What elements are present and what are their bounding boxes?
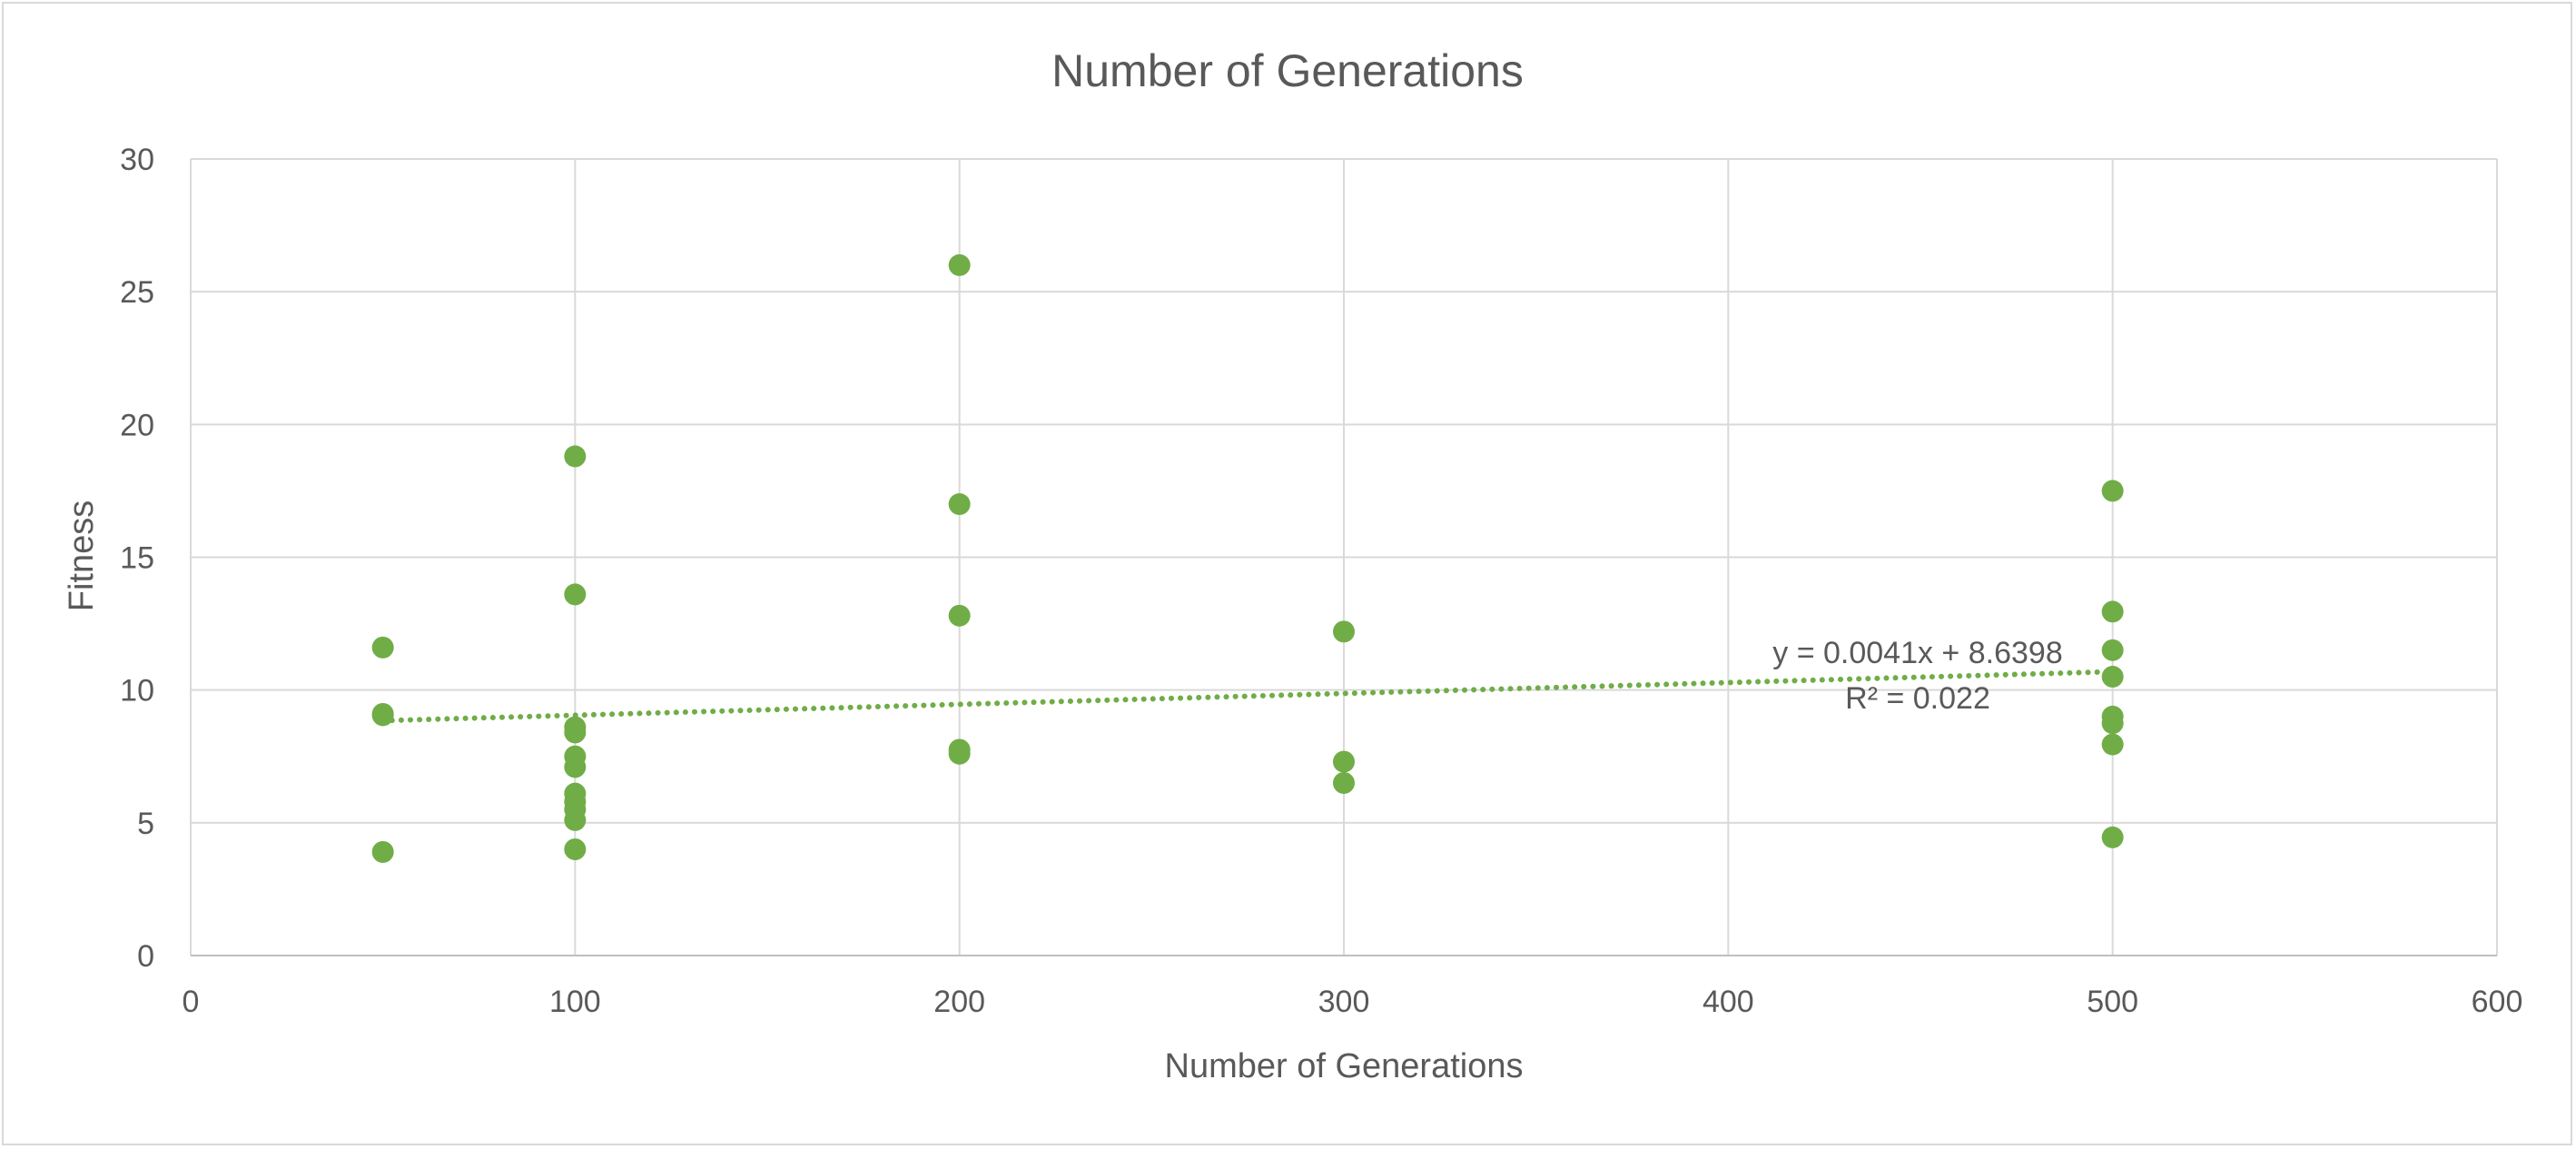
- x-gridlines: [190, 159, 2498, 956]
- data-point: [564, 583, 587, 606]
- data-point: [564, 808, 587, 831]
- y-tick-label: 15: [120, 541, 154, 576]
- y-tick-label: 30: [120, 143, 154, 177]
- x-tick-labels: 0 100 200 300 400 500 600: [183, 985, 2523, 1019]
- data-point: [371, 636, 394, 659]
- y-tick-labels: 0 5 10 15 20 25 30: [120, 143, 154, 974]
- data-point: [2101, 712, 2124, 735]
- data-point: [2101, 639, 2124, 661]
- x-axis-title: Number of Generations: [1165, 1047, 1524, 1085]
- x-tick-label: 600: [2472, 985, 2523, 1019]
- data-point: [564, 445, 587, 468]
- data-point: [2101, 826, 2124, 848]
- data-point: [1333, 750, 1355, 773]
- data-point: [2101, 480, 2124, 502]
- data-point: [2101, 733, 2124, 756]
- data-point: [2101, 666, 2124, 688]
- trendline-equation-label: y = 0.0041x + 8.6398: [1772, 636, 2062, 670]
- data-point: [948, 253, 971, 276]
- data-point: [1333, 771, 1355, 794]
- y-tick-label: 25: [120, 275, 154, 310]
- data-point: [948, 604, 971, 627]
- y-tick-label: 20: [120, 408, 154, 442]
- trendline-r2-label: R² = 0.022: [1845, 681, 1990, 716]
- trendline: [380, 669, 2116, 724]
- y-tick-label: 10: [120, 674, 154, 708]
- x-tick-label: 500: [2087, 985, 2138, 1019]
- data-point: [564, 721, 587, 744]
- x-tick-label: 200: [933, 985, 985, 1019]
- data-point: [1333, 620, 1355, 643]
- data-point: [2101, 600, 2124, 623]
- data-points: [371, 253, 2124, 863]
- data-point: [948, 742, 971, 765]
- data-point: [948, 493, 971, 516]
- x-tick-label: 100: [549, 985, 601, 1019]
- y-tick-label: 0: [137, 939, 154, 974]
- data-point: [371, 840, 394, 863]
- data-point: [371, 704, 394, 727]
- x-tick-label: 300: [1318, 985, 1370, 1019]
- y-axis-title: Fitness: [63, 500, 101, 611]
- data-point: [564, 838, 587, 861]
- x-tick-label: 0: [183, 985, 200, 1019]
- chart-title: Number of Generations: [1051, 45, 1524, 96]
- x-tick-label: 400: [1703, 985, 1754, 1019]
- y-tick-label: 5: [137, 807, 154, 841]
- data-point: [564, 756, 587, 778]
